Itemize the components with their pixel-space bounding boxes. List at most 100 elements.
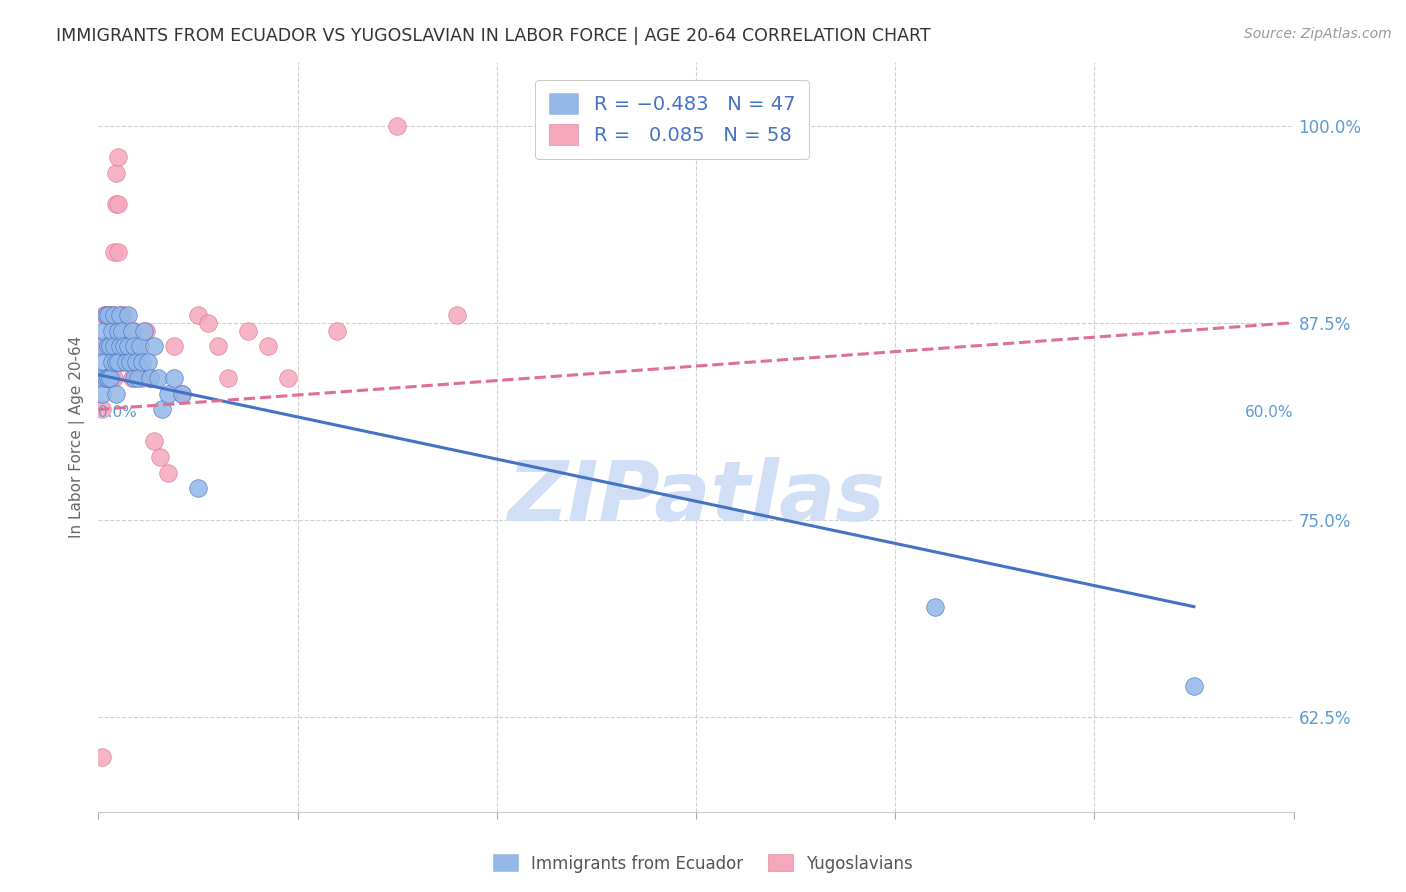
- Point: [93, 339, 115, 353]
- Point: [93, 355, 115, 369]
- Point: [1182, 679, 1205, 693]
- Point: [187, 481, 209, 495]
- Point: [96, 308, 118, 322]
- Point: [139, 371, 162, 385]
- Point: [89, 371, 111, 385]
- Point: [157, 386, 180, 401]
- Point: [89, 371, 111, 385]
- Point: [115, 324, 138, 338]
- Point: [101, 308, 124, 322]
- Point: [124, 339, 146, 353]
- Point: [172, 386, 194, 401]
- Point: [134, 324, 156, 338]
- Point: [117, 308, 139, 322]
- Point: [105, 166, 128, 180]
- Point: [110, 339, 132, 353]
- Point: [121, 324, 143, 338]
- Point: [101, 371, 124, 385]
- Point: [149, 450, 172, 464]
- Point: [136, 355, 159, 369]
- Point: [326, 324, 349, 338]
- Point: [110, 355, 132, 369]
- Point: [131, 355, 153, 369]
- Point: [157, 466, 180, 480]
- Text: Source: ZipAtlas.com: Source: ZipAtlas.com: [1244, 27, 1392, 41]
- Point: [101, 355, 124, 369]
- Point: [93, 324, 115, 338]
- Point: [101, 339, 124, 353]
- Point: [105, 197, 128, 211]
- Y-axis label: In Labor Force | Age 20-64: In Labor Force | Age 20-64: [69, 336, 84, 538]
- Point: [107, 244, 129, 259]
- Point: [107, 197, 129, 211]
- Point: [127, 371, 149, 385]
- Point: [139, 371, 162, 385]
- Point: [93, 308, 115, 322]
- Point: [96, 339, 118, 353]
- Point: [111, 324, 134, 338]
- Point: [277, 371, 299, 385]
- Point: [125, 355, 148, 369]
- Point: [103, 371, 125, 385]
- Point: [135, 324, 157, 338]
- Point: [93, 371, 115, 385]
- Point: [91, 749, 114, 764]
- Point: [103, 308, 125, 322]
- Point: [96, 308, 118, 322]
- Point: [91, 371, 114, 385]
- Point: [112, 308, 135, 322]
- Point: [107, 150, 129, 164]
- Point: [91, 386, 114, 401]
- Point: [96, 371, 118, 385]
- Point: [117, 339, 139, 353]
- Point: [131, 371, 153, 385]
- Point: [98, 371, 122, 385]
- Point: [107, 355, 129, 369]
- Point: [120, 339, 142, 353]
- Point: [97, 339, 120, 353]
- Point: [97, 371, 120, 385]
- Point: [103, 339, 125, 353]
- Point: [115, 355, 138, 369]
- Point: [197, 316, 219, 330]
- Point: [163, 371, 186, 385]
- Point: [385, 119, 409, 133]
- Point: [256, 339, 278, 353]
- Point: [124, 371, 146, 385]
- Point: [120, 355, 142, 369]
- Point: [97, 371, 120, 385]
- Point: [107, 324, 129, 338]
- Point: [150, 402, 173, 417]
- Point: [129, 339, 152, 353]
- Point: [98, 339, 122, 353]
- Point: [105, 355, 128, 369]
- Point: [110, 308, 132, 322]
- Legend: R = −0.483   N = 47, R =   0.085   N = 58: R = −0.483 N = 47, R = 0.085 N = 58: [536, 79, 808, 159]
- Point: [112, 339, 135, 353]
- Point: [98, 339, 122, 353]
- Point: [98, 308, 122, 322]
- Point: [110, 308, 132, 322]
- Point: [121, 371, 143, 385]
- Point: [143, 434, 166, 448]
- Point: [236, 324, 259, 338]
- Point: [446, 308, 468, 322]
- Point: [172, 386, 194, 401]
- Text: 60.0%: 60.0%: [1246, 405, 1294, 420]
- Text: IMMIGRANTS FROM ECUADOR VS YUGOSLAVIAN IN LABOR FORCE | AGE 20-64 CORRELATION CH: IMMIGRANTS FROM ECUADOR VS YUGOSLAVIAN I…: [56, 27, 931, 45]
- Point: [148, 371, 170, 385]
- Text: 0.0%: 0.0%: [98, 405, 138, 420]
- Point: [103, 244, 125, 259]
- Point: [124, 324, 146, 338]
- Point: [143, 339, 166, 353]
- Point: [111, 308, 134, 322]
- Point: [97, 308, 120, 322]
- Point: [187, 308, 209, 322]
- Text: ZIPatlas: ZIPatlas: [508, 457, 884, 538]
- Point: [101, 324, 124, 338]
- Point: [111, 355, 134, 369]
- Point: [96, 371, 118, 385]
- Point: [91, 402, 114, 417]
- Point: [105, 386, 128, 401]
- Point: [97, 308, 120, 322]
